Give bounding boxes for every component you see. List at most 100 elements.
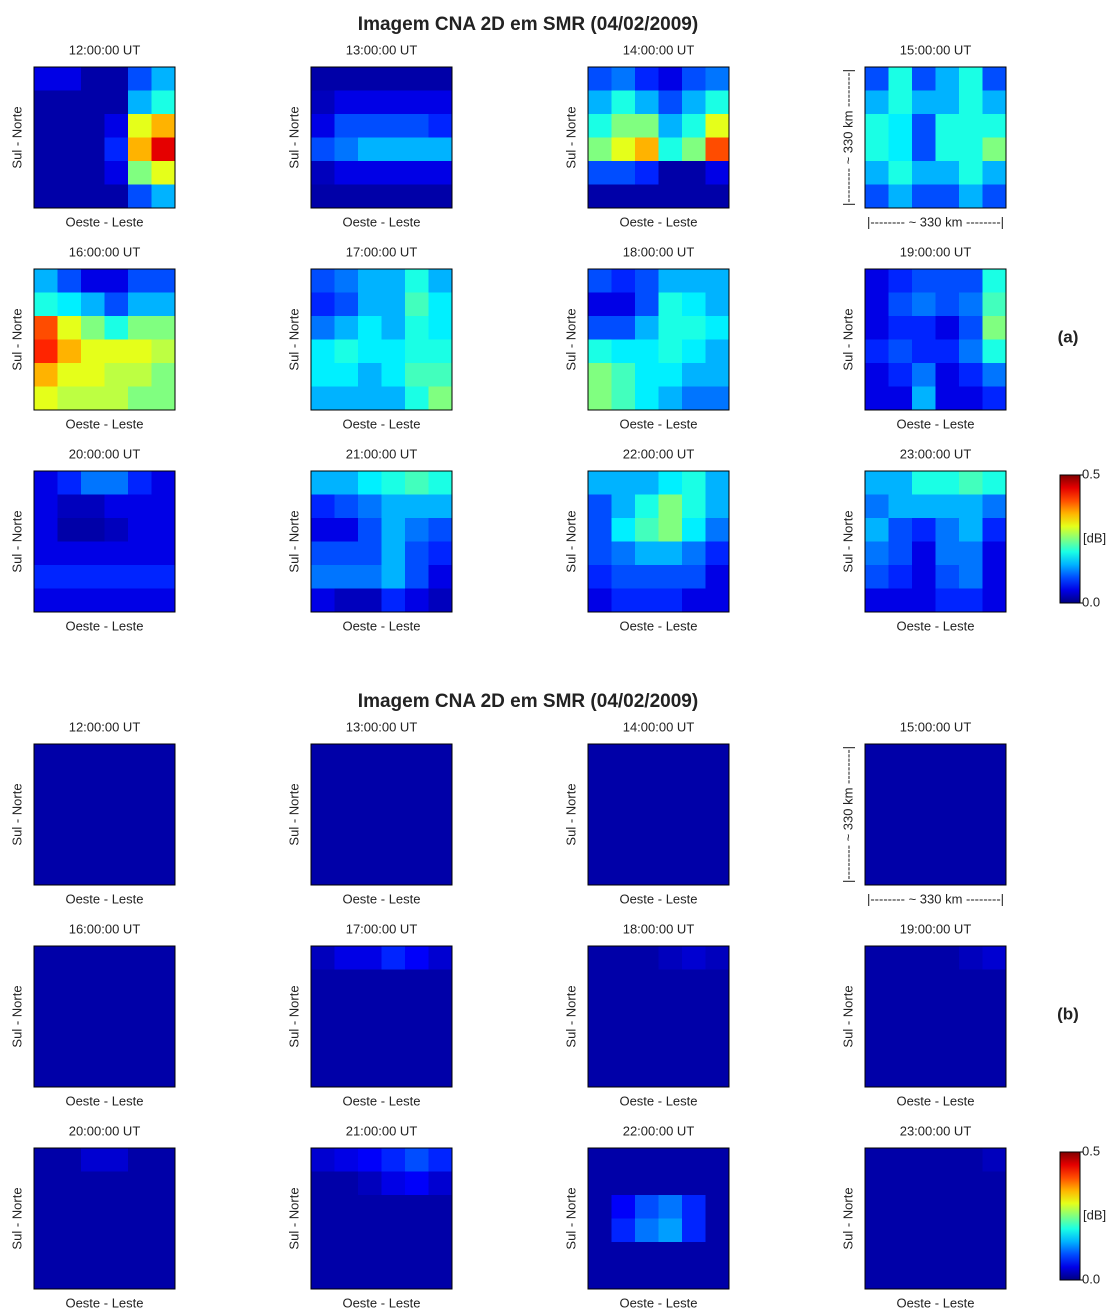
heatmap-cell (81, 838, 105, 862)
heatmap-cell (912, 861, 936, 886)
heatmap-cell (405, 386, 429, 411)
heatmap-cell (428, 184, 453, 209)
heatmap-cell (428, 363, 453, 387)
heatmap-cell (588, 161, 612, 185)
heatmap-cell (151, 1148, 176, 1172)
x-axis-label: Oeste - Leste (342, 1295, 420, 1310)
heatmap-cell (311, 993, 335, 1017)
heatmap-cell (982, 1016, 1007, 1041)
heatmap-cell (611, 518, 636, 542)
heatmap-cell (381, 339, 406, 364)
heatmap-cell (405, 184, 429, 209)
heatmap-cell (935, 1218, 960, 1243)
heatmap-cell (381, 1265, 406, 1290)
heatmap-cell (358, 494, 382, 519)
heatmap-cell (358, 184, 382, 209)
heatmap-cell (658, 791, 683, 815)
heatmap-cell (635, 1148, 659, 1172)
heatmap-cell (865, 838, 889, 862)
heatmap-cell (405, 541, 429, 566)
heatmap-cell (705, 316, 730, 340)
heatmap-cell (935, 494, 960, 519)
heatmap-cell (151, 137, 176, 162)
heatmap-cell (128, 838, 152, 862)
heatmap-cell (682, 339, 706, 364)
heatmap-cell (611, 386, 636, 411)
heatmap-cell (611, 861, 636, 886)
heatmap-cell (151, 494, 176, 519)
heatmap-cell (81, 269, 105, 293)
heatmap-cell (428, 969, 453, 994)
heatmap-cell (34, 90, 58, 115)
heatmap-cell (428, 316, 453, 340)
heatmap-cell (865, 993, 889, 1017)
heatmap-cell (705, 1195, 730, 1219)
heatmap-cell (935, 946, 960, 970)
x-axis-label: Oeste - Leste (65, 1093, 143, 1108)
heatmap-cell (635, 67, 659, 91)
heatmap-cell (57, 946, 82, 970)
heatmap-cell (151, 1265, 176, 1290)
heatmap-cell (104, 1063, 129, 1088)
heatmap-cell (888, 471, 913, 495)
heatmap-cell (588, 292, 612, 317)
heatmap-cell (358, 316, 382, 340)
heatmap-cell (311, 316, 335, 340)
panel-frame (864, 470, 1007, 613)
heatmap-cell (381, 114, 406, 138)
heatmap-cell (81, 67, 105, 91)
heatmap-cell (982, 316, 1007, 340)
heatmap-cell (982, 90, 1007, 115)
x-axis-label: Oeste - Leste (342, 891, 420, 906)
heatmap-cell (311, 767, 335, 792)
heatmap-cell (428, 814, 453, 839)
heatmap-cell (151, 67, 176, 91)
heatmap-cell (588, 1265, 612, 1290)
panel-frame (310, 1147, 453, 1290)
heatmap-cell (959, 184, 983, 209)
heatmap-cell (151, 471, 176, 495)
heatmap-cell (381, 1063, 406, 1088)
panel-title: 21:00:00 UT (346, 446, 418, 461)
heatmap-cell (611, 494, 636, 519)
heatmap-cell (982, 494, 1007, 519)
heatmap-cell (658, 1040, 683, 1064)
heatmap-cell (34, 588, 58, 613)
heatmap-cell (405, 814, 429, 839)
heatmap-cell (935, 814, 960, 839)
heatmap-cell (888, 565, 913, 589)
heatmap-cell (151, 814, 176, 839)
heatmap-cell (34, 316, 58, 340)
heatmap-cell (81, 969, 105, 994)
heatmap-cell (104, 494, 129, 519)
heatmap-cell (705, 494, 730, 519)
heatmap-cell (81, 744, 105, 768)
heatmap-cell (912, 767, 936, 792)
heatmap-cell (888, 363, 913, 387)
heatmap-cell (935, 541, 960, 566)
heatmap-cell (405, 161, 429, 185)
heatmap-cell (334, 1040, 359, 1064)
heatmap-cell (658, 161, 683, 185)
heatmap-cell (428, 67, 453, 91)
x-axis-label: Oeste - Leste (619, 618, 697, 633)
heatmap-cell (682, 767, 706, 792)
heatmap-cell (358, 861, 382, 886)
heatmap-cell (959, 565, 983, 589)
heatmap-cell (635, 1242, 659, 1266)
panel-frame (864, 66, 1007, 209)
heatmap-cell (888, 1148, 913, 1172)
heatmap-cell (865, 1171, 889, 1196)
heatmap-cell (34, 767, 58, 792)
heatmap-cell (912, 90, 936, 115)
heatmap-cell (334, 767, 359, 792)
heatmap-cell (358, 1040, 382, 1064)
heatmap-cell (428, 1265, 453, 1290)
heatmap-cell (104, 565, 129, 589)
heatmap-cell (128, 1040, 152, 1064)
heatmap-cell (658, 114, 683, 138)
heatmap-cell (705, 90, 730, 115)
heatmap-cell (104, 993, 129, 1017)
heatmap-cell (34, 292, 58, 317)
heatmap-cell (658, 588, 683, 613)
